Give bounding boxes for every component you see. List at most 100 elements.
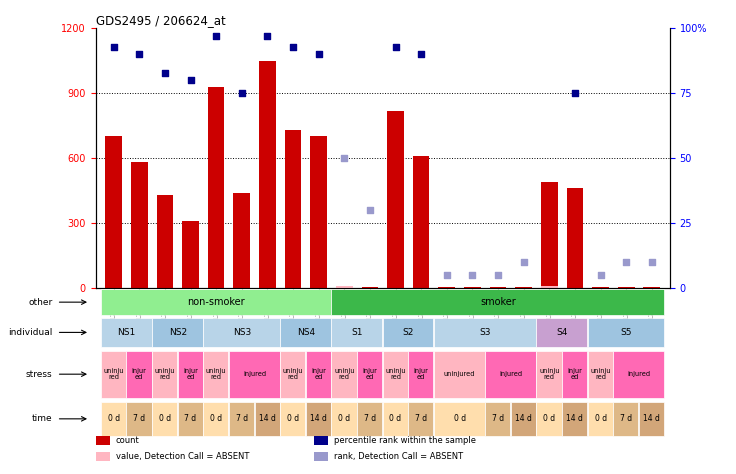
FancyBboxPatch shape — [383, 351, 408, 398]
FancyBboxPatch shape — [101, 351, 126, 398]
Text: S3: S3 — [479, 328, 491, 337]
Bar — [618, 287, 634, 288]
FancyBboxPatch shape — [203, 351, 228, 398]
Text: 7 d: 7 d — [236, 414, 248, 423]
Bar — [311, 137, 327, 288]
Point — [389, 43, 401, 50]
Text: injur
ed: injur ed — [414, 368, 428, 380]
Bar — [336, 286, 353, 288]
Text: stress: stress — [26, 370, 53, 379]
FancyBboxPatch shape — [408, 351, 434, 398]
Text: 14 d: 14 d — [310, 414, 327, 423]
Bar — [489, 287, 506, 288]
Text: uninju
red: uninju red — [103, 368, 124, 380]
Text: smoker: smoker — [480, 297, 516, 307]
Text: 0 d: 0 d — [159, 414, 171, 423]
Point — [518, 258, 530, 265]
Text: uninju
red: uninju red — [206, 368, 227, 380]
Text: count: count — [116, 436, 140, 445]
FancyBboxPatch shape — [177, 351, 203, 398]
Text: injured: injured — [243, 371, 266, 377]
FancyBboxPatch shape — [434, 351, 485, 398]
Bar — [96, 452, 110, 461]
FancyBboxPatch shape — [152, 318, 203, 346]
FancyBboxPatch shape — [306, 402, 331, 436]
Text: S2: S2 — [403, 328, 414, 337]
FancyBboxPatch shape — [588, 402, 613, 436]
FancyBboxPatch shape — [331, 351, 356, 398]
Bar — [592, 287, 609, 288]
Text: 0 d: 0 d — [287, 414, 299, 423]
FancyBboxPatch shape — [203, 318, 280, 346]
FancyBboxPatch shape — [203, 402, 228, 436]
Bar — [567, 188, 583, 288]
FancyBboxPatch shape — [331, 289, 664, 315]
Text: other: other — [29, 298, 53, 307]
FancyBboxPatch shape — [485, 351, 536, 398]
Bar — [96, 436, 110, 446]
Text: uninju
red: uninju red — [283, 368, 303, 380]
Bar — [515, 287, 532, 288]
Text: uninju
red: uninju red — [590, 368, 611, 380]
Point — [467, 271, 478, 279]
FancyBboxPatch shape — [562, 402, 587, 436]
Text: time: time — [32, 414, 53, 423]
FancyBboxPatch shape — [152, 402, 177, 436]
Text: 7 d: 7 d — [492, 414, 504, 423]
Bar — [361, 287, 378, 288]
Text: 7 d: 7 d — [620, 414, 632, 423]
Text: uninju
red: uninju red — [539, 368, 559, 380]
Bar — [105, 137, 122, 288]
Bar — [439, 287, 455, 288]
FancyBboxPatch shape — [537, 402, 562, 436]
Point — [313, 51, 325, 58]
Bar — [157, 195, 173, 288]
Text: injur
ed: injur ed — [567, 368, 582, 380]
Text: injured: injured — [499, 371, 523, 377]
FancyBboxPatch shape — [357, 402, 382, 436]
FancyBboxPatch shape — [280, 318, 331, 346]
Bar — [541, 182, 558, 288]
Text: rank, Detection Call = ABSENT: rank, Detection Call = ABSENT — [334, 452, 463, 461]
Bar — [643, 287, 660, 288]
FancyBboxPatch shape — [331, 318, 382, 346]
Text: percentile rank within the sample: percentile rank within the sample — [334, 436, 476, 445]
Text: injur
ed: injur ed — [132, 368, 146, 380]
Text: 14 d: 14 d — [259, 414, 276, 423]
FancyBboxPatch shape — [562, 351, 587, 398]
Bar — [541, 286, 558, 288]
Text: 7 d: 7 d — [185, 414, 197, 423]
Text: 7 d: 7 d — [415, 414, 427, 423]
FancyBboxPatch shape — [613, 351, 664, 398]
Text: 0 d: 0 d — [339, 414, 350, 423]
FancyBboxPatch shape — [434, 402, 485, 436]
Point — [492, 271, 504, 279]
Text: 0 d: 0 d — [595, 414, 606, 423]
FancyBboxPatch shape — [229, 351, 280, 398]
Text: 14 d: 14 d — [643, 414, 660, 423]
Point — [646, 258, 658, 265]
Bar — [285, 130, 301, 288]
Text: 14 d: 14 d — [567, 414, 584, 423]
Point — [620, 258, 632, 265]
FancyBboxPatch shape — [306, 351, 331, 398]
FancyBboxPatch shape — [383, 402, 408, 436]
FancyBboxPatch shape — [331, 402, 356, 436]
Text: injur
ed: injur ed — [183, 368, 198, 380]
FancyBboxPatch shape — [280, 351, 305, 398]
Text: S4: S4 — [556, 328, 567, 337]
Text: injur
ed: injur ed — [362, 368, 378, 380]
Text: injured: injured — [628, 371, 651, 377]
Text: 0 d: 0 d — [107, 414, 120, 423]
Text: injur
ed: injur ed — [311, 368, 326, 380]
Text: NS2: NS2 — [169, 328, 187, 337]
Text: non-smoker: non-smoker — [188, 297, 245, 307]
Bar — [259, 61, 276, 288]
Bar — [413, 156, 430, 288]
FancyBboxPatch shape — [152, 351, 177, 398]
Text: individual: individual — [8, 328, 53, 337]
Point — [415, 51, 427, 58]
Point — [441, 271, 453, 279]
FancyBboxPatch shape — [511, 402, 536, 436]
Text: 0 d: 0 d — [543, 414, 556, 423]
